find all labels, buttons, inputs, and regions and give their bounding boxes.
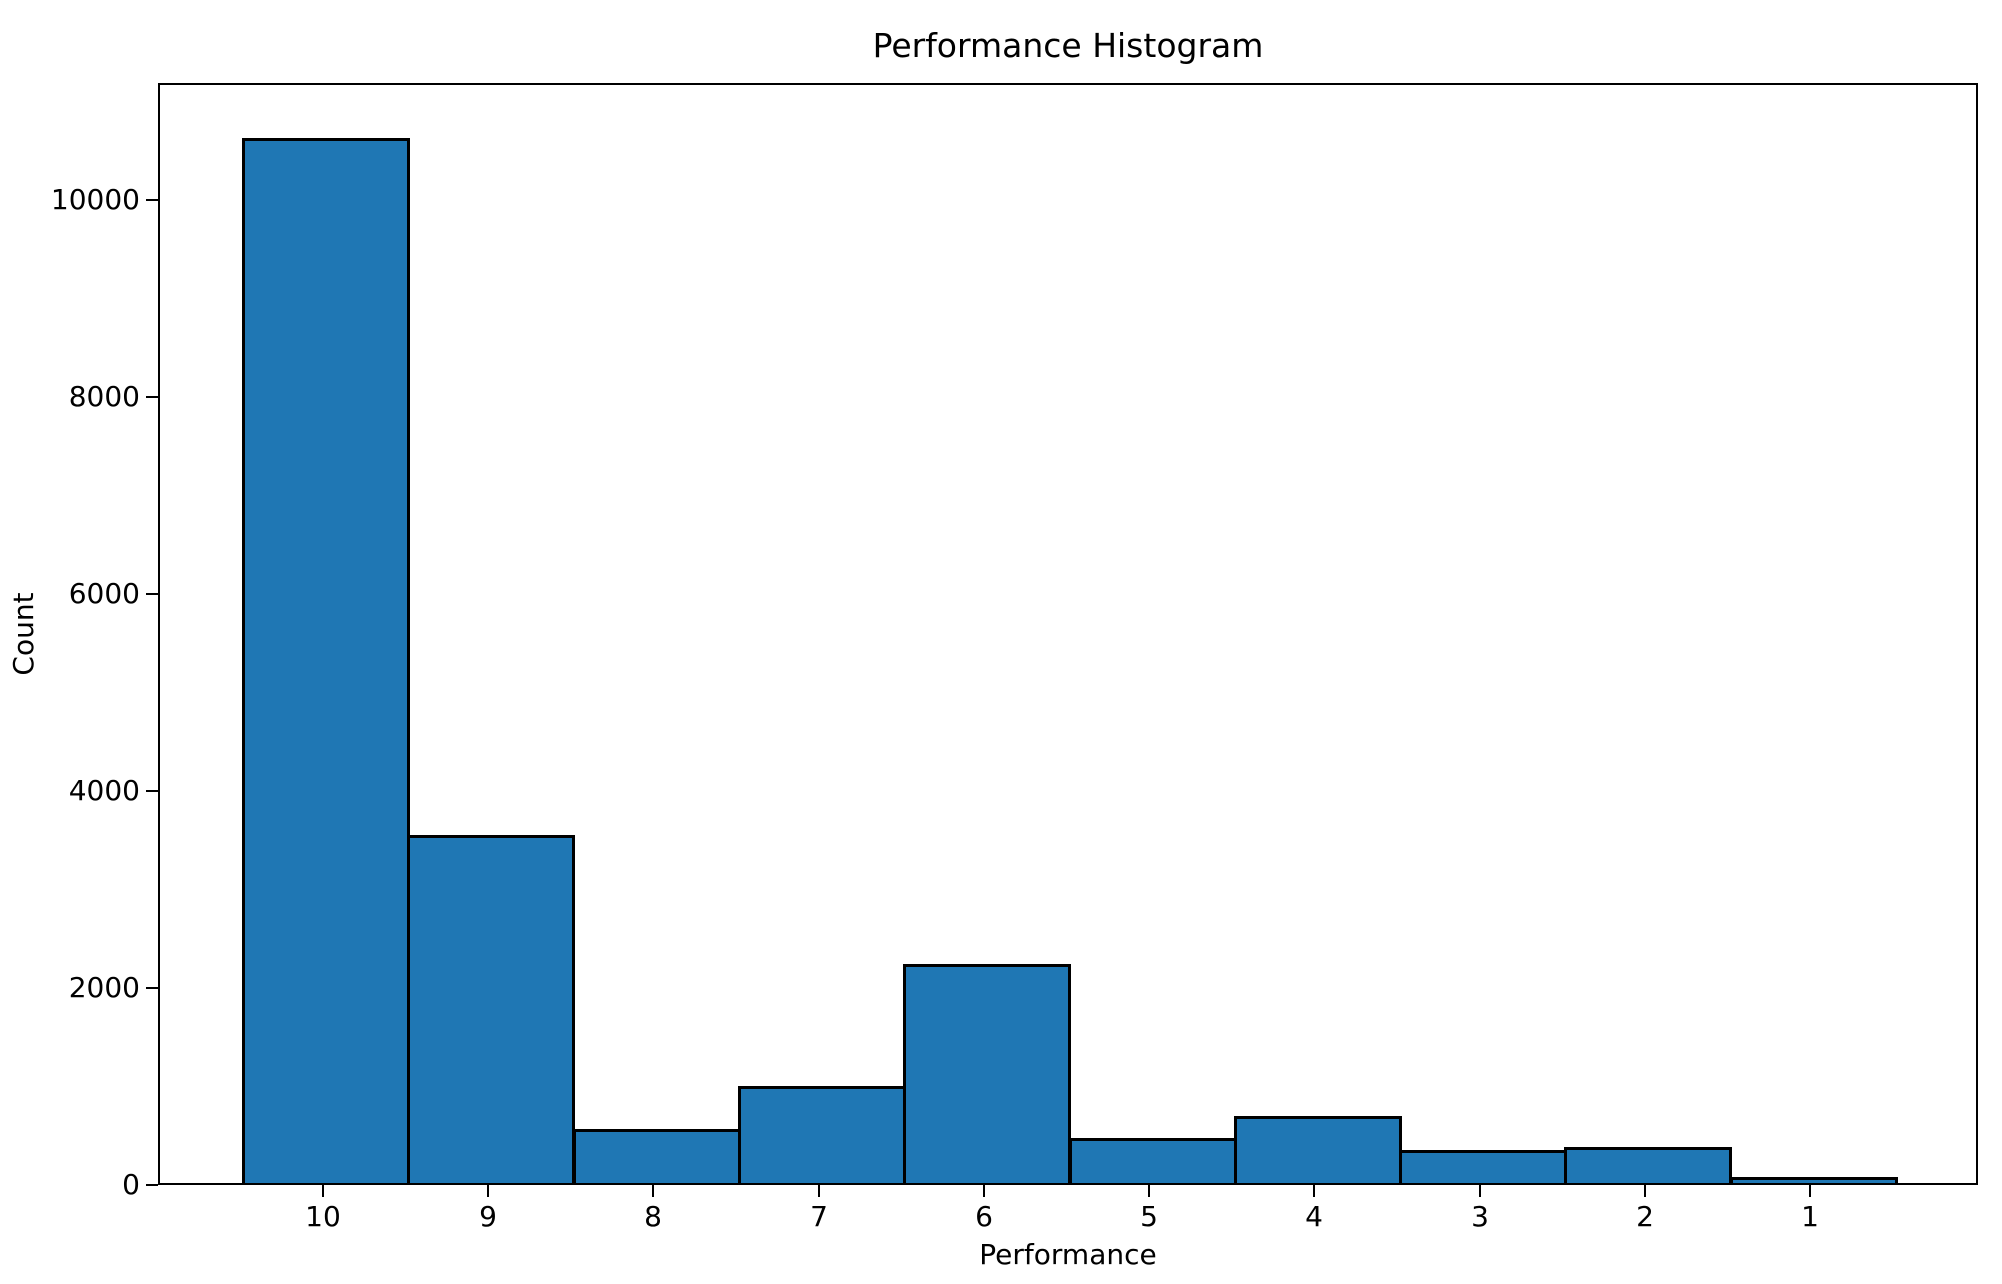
x-tick-mark-3 bbox=[1479, 1185, 1481, 1197]
chart-title: Performance Histogram bbox=[872, 26, 1264, 65]
y-tick-mark-4000 bbox=[146, 790, 158, 792]
x-tick-label-8: 8 bbox=[644, 1200, 662, 1233]
y-tick-mark-10000 bbox=[146, 199, 158, 201]
x-tick-mark-6 bbox=[983, 1185, 985, 1197]
y-tick-mark-0 bbox=[146, 1184, 158, 1186]
y-axis-label: Count bbox=[7, 592, 40, 676]
y-tick-label-8000: 8000 bbox=[68, 380, 140, 413]
y-tick-mark-8000 bbox=[146, 396, 158, 398]
x-tick-label-2: 2 bbox=[1636, 1200, 1654, 1233]
y-tick-label-2000: 2000 bbox=[68, 971, 140, 1004]
x-tick-label-10: 10 bbox=[305, 1200, 341, 1233]
y-tick-label-6000: 6000 bbox=[68, 577, 140, 610]
histogram-bar-2 bbox=[1564, 1147, 1732, 1183]
histogram-bar-8 bbox=[573, 1129, 741, 1183]
plot-area bbox=[158, 83, 1978, 1185]
histogram-bar-10 bbox=[242, 138, 410, 1183]
y-tick-label-10000: 10000 bbox=[50, 183, 140, 216]
histogram-bar-6 bbox=[903, 964, 1071, 1183]
x-tick-mark-7 bbox=[818, 1185, 820, 1197]
x-tick-mark-1 bbox=[1809, 1185, 1811, 1197]
histogram-bar-1 bbox=[1730, 1177, 1898, 1183]
x-tick-label-9: 9 bbox=[479, 1200, 497, 1233]
histogram-bar-9 bbox=[407, 835, 575, 1183]
y-tick-label-0: 0 bbox=[122, 1168, 140, 1201]
x-tick-mark-4 bbox=[1313, 1185, 1315, 1197]
histogram-bar-7 bbox=[738, 1086, 906, 1183]
x-axis-label: Performance bbox=[979, 1238, 1157, 1271]
y-tick-label-4000: 4000 bbox=[68, 774, 140, 807]
histogram-bar-3 bbox=[1399, 1150, 1567, 1183]
x-tick-label-4: 4 bbox=[1305, 1200, 1323, 1233]
x-tick-label-7: 7 bbox=[810, 1200, 828, 1233]
x-tick-label-1: 1 bbox=[1801, 1200, 1819, 1233]
x-tick-mark-10 bbox=[322, 1185, 324, 1197]
histogram-bar-5 bbox=[1069, 1138, 1237, 1183]
y-tick-mark-2000 bbox=[146, 987, 158, 989]
y-tick-mark-6000 bbox=[146, 593, 158, 595]
x-tick-mark-2 bbox=[1644, 1185, 1646, 1197]
x-tick-mark-8 bbox=[652, 1185, 654, 1197]
x-tick-mark-9 bbox=[487, 1185, 489, 1197]
x-tick-label-3: 3 bbox=[1471, 1200, 1489, 1233]
x-tick-label-6: 6 bbox=[975, 1200, 993, 1233]
x-tick-mark-5 bbox=[1148, 1185, 1150, 1197]
histogram-bar-4 bbox=[1234, 1116, 1402, 1183]
x-tick-label-5: 5 bbox=[1140, 1200, 1158, 1233]
